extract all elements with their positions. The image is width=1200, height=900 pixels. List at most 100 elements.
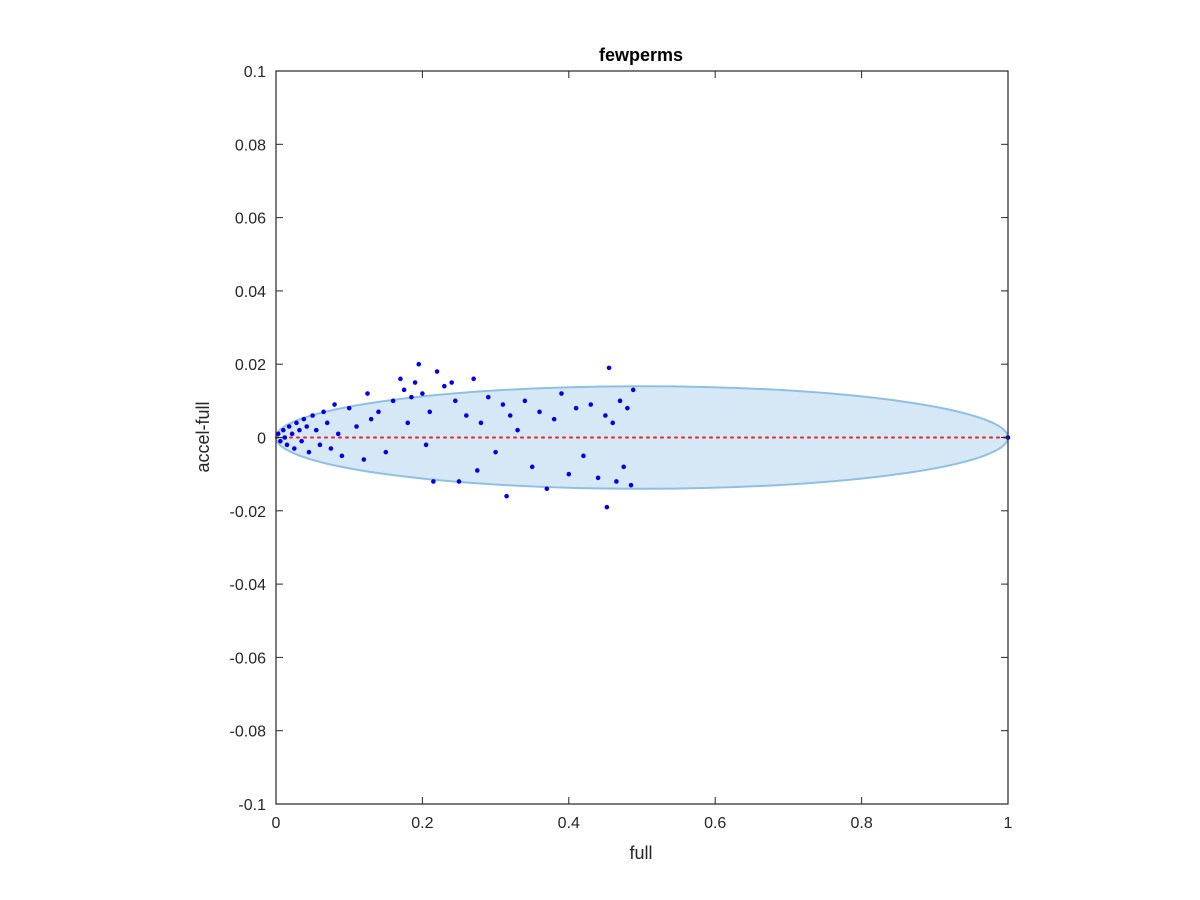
data-point: [412, 380, 418, 385]
data-point: [409, 394, 414, 400]
data-point: [628, 482, 634, 488]
data-point: [625, 405, 630, 411]
data-point: [529, 464, 535, 470]
data-point: [485, 394, 491, 400]
data-point: [617, 398, 623, 404]
chart-title: fewperms: [599, 45, 683, 65]
data-point: [310, 413, 315, 418]
data-point: [405, 420, 411, 426]
data-point: [416, 361, 422, 367]
y-tick-label: -0.06: [230, 650, 267, 667]
data-point: [431, 479, 436, 484]
data-point: [442, 383, 447, 389]
data-point: [275, 431, 281, 437]
data-point: [324, 420, 330, 426]
data-point: [304, 424, 310, 429]
data-point: [281, 427, 286, 433]
x-tick-label: 0.4: [558, 815, 580, 832]
x-tick-label: 0.8: [850, 815, 872, 832]
data-point: [278, 438, 283, 444]
data-point: [610, 420, 616, 426]
x-tick-label: 1: [1004, 815, 1013, 832]
data-point: [306, 449, 312, 455]
data-point: [551, 416, 557, 422]
data-point: [317, 442, 323, 448]
data-point: [328, 446, 334, 451]
data-point: [297, 427, 302, 433]
y-ticks: -0.1 -0.08 -0.06 -0.04 -0.02 0 0.02 0.04 0.06 0.0…: [230, 64, 1008, 814]
data-point: [420, 391, 425, 396]
data-point: [282, 435, 288, 440]
data-point: [361, 457, 367, 462]
data-point: [630, 387, 636, 393]
data-point: [376, 409, 381, 415]
data-point: [321, 409, 326, 415]
data-point: [453, 398, 458, 404]
data-point: [401, 387, 407, 393]
data-point: [449, 380, 454, 385]
data-point: [595, 475, 601, 481]
data-point: [427, 409, 433, 415]
data-point: [507, 413, 513, 418]
y-tick-label: -0.04: [230, 577, 267, 594]
data-point: [294, 420, 299, 426]
data-point: [365, 391, 370, 396]
y-tick-label: -0.1: [238, 797, 266, 814]
data-point: [398, 376, 403, 382]
y-tick-label: 0.08: [235, 137, 266, 154]
y-tick-label: -0.02: [230, 504, 267, 521]
data-point: [434, 369, 440, 374]
data-point: [522, 398, 528, 404]
data-point: [299, 438, 304, 444]
data-point: [606, 365, 612, 371]
y-tick-label: 0.06: [235, 211, 266, 228]
y-tick-label: 0.1: [244, 64, 266, 81]
x-tick-label: 0.6: [704, 815, 726, 832]
data-point: [588, 402, 594, 407]
data-point: [537, 409, 542, 415]
data-point: [464, 413, 469, 418]
data-point: [515, 427, 520, 433]
data-point: [604, 504, 610, 510]
data-point: [559, 391, 564, 396]
y-tick-label: 0.04: [235, 284, 266, 301]
data-point: [390, 398, 396, 404]
data-point: [292, 446, 297, 451]
data-point: [313, 427, 319, 433]
data-point: [471, 376, 476, 382]
data-point: [493, 449, 498, 455]
data-point: [284, 442, 290, 448]
data-point: [354, 424, 359, 429]
data-point: [500, 402, 506, 407]
data-point: [621, 464, 626, 470]
data-point: [332, 402, 337, 407]
data-point: [573, 405, 579, 411]
x-tick-label: 0: [272, 815, 281, 832]
data-point: [383, 449, 389, 455]
data-point: [478, 420, 484, 426]
data-point: [475, 468, 480, 473]
data-point: [289, 431, 295, 437]
data-point: [346, 405, 352, 411]
data-point: [335, 431, 341, 437]
data-point: [423, 442, 429, 448]
y-axis-label: accel-full: [193, 401, 213, 472]
x-ticks: 0 0.2 0.4 0.6 0.8 1: [272, 71, 1013, 832]
data-point: [301, 416, 307, 422]
data-point: [456, 479, 462, 484]
data-point: [286, 424, 292, 429]
y-tick-label: 0: [257, 431, 266, 448]
data-point: [614, 479, 619, 484]
x-axis-label: full: [629, 843, 652, 863]
data-point: [566, 471, 572, 477]
y-tick-label: 0.02: [235, 357, 266, 374]
points-layer: [275, 361, 1011, 510]
x-tick-label: 0.2: [411, 815, 433, 832]
data-point: [368, 416, 374, 422]
data-point: [339, 453, 345, 459]
y-tick-label: -0.08: [230, 724, 267, 741]
data-point: [544, 486, 550, 492]
data-point: [504, 493, 509, 499]
data-point: [581, 453, 586, 459]
